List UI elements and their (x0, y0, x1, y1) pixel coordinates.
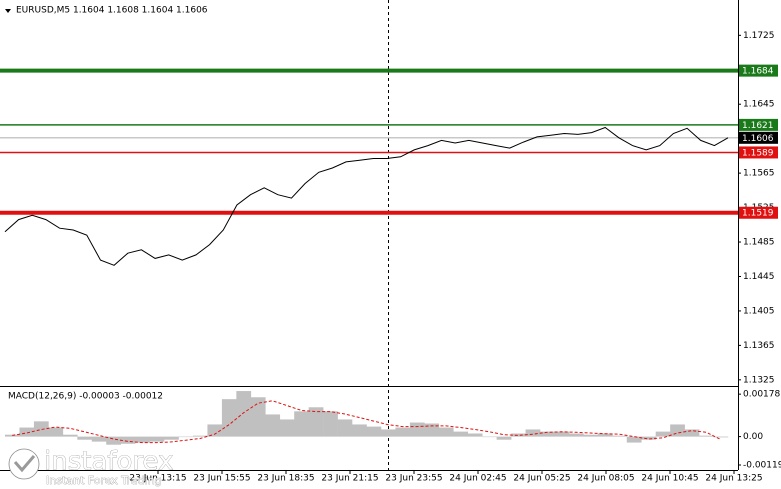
macd-bar (352, 424, 367, 437)
macd-bar (684, 429, 700, 437)
macd-bar (337, 419, 353, 437)
macd-bar (236, 391, 252, 437)
macd-bar (713, 436, 729, 438)
macd-bar (323, 411, 338, 437)
macd-bar (250, 397, 266, 437)
macd-bar (48, 427, 64, 437)
macd-bar (62, 434, 78, 437)
watermark: instaforex Instant Forex Trading (8, 446, 174, 487)
macd-bar (597, 433, 613, 437)
macd-bar (467, 433, 483, 437)
logo-mark (13, 455, 36, 473)
macd-bar (424, 423, 440, 437)
macd-bar (438, 427, 454, 437)
macd-bar (453, 431, 469, 437)
symbol-arrow (5, 9, 11, 13)
macd-bar (149, 436, 165, 442)
y-tick-label: 1.1565 (743, 169, 775, 179)
y-tick-label: 1.1365 (743, 341, 775, 351)
macd-bar (221, 399, 237, 437)
level-label: 1.1684 (742, 67, 774, 77)
macd-bar (583, 434, 599, 437)
y-tick-label: 1.1725 (743, 31, 775, 41)
macd-bar (409, 422, 425, 437)
x-tick-label: 23 Jun 13:15 (129, 474, 186, 484)
macd-title: MACD(12,26,9) -0.00003 -0.00012 (8, 392, 163, 402)
x-tick-label: 24 Jun 08:05 (577, 474, 634, 484)
x-tick-label: 23 Jun 15:55 (193, 474, 250, 484)
macd-bar (265, 414, 281, 437)
y-tick-label: 0.00178 (743, 390, 780, 400)
macd-bar (106, 436, 121, 445)
macd-bar (135, 436, 150, 443)
level-label-box (739, 64, 778, 77)
level-label-box (739, 206, 778, 219)
level-label-box (739, 131, 778, 144)
macd-bar (19, 427, 35, 437)
macd-bar (33, 421, 49, 437)
macd-bar (77, 436, 93, 440)
x-tick-label: 24 Jun 13:25 (705, 474, 762, 484)
level-label: 1.1606 (742, 134, 774, 144)
level-label-box (739, 118, 778, 131)
macd-bar (511, 433, 526, 437)
x-tick-label: 23 Jun 23:55 (385, 474, 442, 484)
x-tick-label: 24 Jun 10:45 (641, 474, 698, 484)
x-tick-label: 24 Jun 02:45 (449, 474, 506, 484)
y-tick-label: 1.1445 (743, 272, 775, 282)
macd-bar (120, 436, 136, 444)
price-line (4, 126, 729, 266)
level-label-box (739, 146, 778, 159)
macd-bar (540, 431, 555, 437)
y-tick-label: 1.1405 (743, 306, 775, 316)
y-tick-label: 1.1645 (743, 100, 775, 110)
macd-bar (395, 427, 411, 437)
macd-bar (164, 436, 179, 440)
macd-bar (482, 436, 497, 438)
macd-bar (294, 411, 309, 437)
macd-bar (655, 431, 671, 437)
level-label: 1.1621 (742, 121, 774, 131)
x-tick-label: 23 Jun 18:35 (257, 474, 314, 484)
macd-bar (207, 424, 223, 437)
chart-title: EURUSD,M5 1.1604 1.1608 1.1604 1.1606 (16, 6, 208, 16)
macd-bar (568, 433, 584, 437)
macd-bar (279, 419, 295, 437)
macd-bar (178, 436, 194, 438)
plot: 1.17251.16451.15651.15251.14851.14451.14… (0, 31, 781, 484)
macd-bar (525, 429, 541, 437)
y-tick-label: 1.1325 (743, 375, 775, 385)
macd-bar (699, 435, 714, 437)
x-tick-label: 24 Jun 05:25 (513, 474, 570, 484)
y-tick-label: 1.1485 (743, 238, 775, 248)
macd-bar (626, 436, 642, 443)
macd-bar (612, 435, 628, 437)
macd-bar (670, 424, 685, 437)
level-label: 1.1589 (742, 148, 774, 158)
signal-line (12, 400, 722, 444)
x-tick-label: 23 Jun 21:15 (321, 474, 378, 484)
macd-bar (496, 436, 512, 440)
macd-bar (308, 407, 324, 437)
level-label: 1.1519 (742, 209, 774, 219)
macd-bar (554, 431, 570, 437)
macd-bar (192, 435, 208, 437)
macd-bar (380, 429, 396, 437)
y-tick-label: -0.00119 (743, 460, 781, 470)
watermark-tagline: Instant Forex Trading (46, 474, 162, 487)
macd-bar (641, 436, 656, 440)
logo-icon (8, 448, 40, 480)
macd-bar (366, 426, 382, 437)
y-tick-label: 0.00 (743, 432, 763, 442)
macd-bar (91, 436, 107, 442)
watermark-name: instaforex (44, 447, 173, 477)
